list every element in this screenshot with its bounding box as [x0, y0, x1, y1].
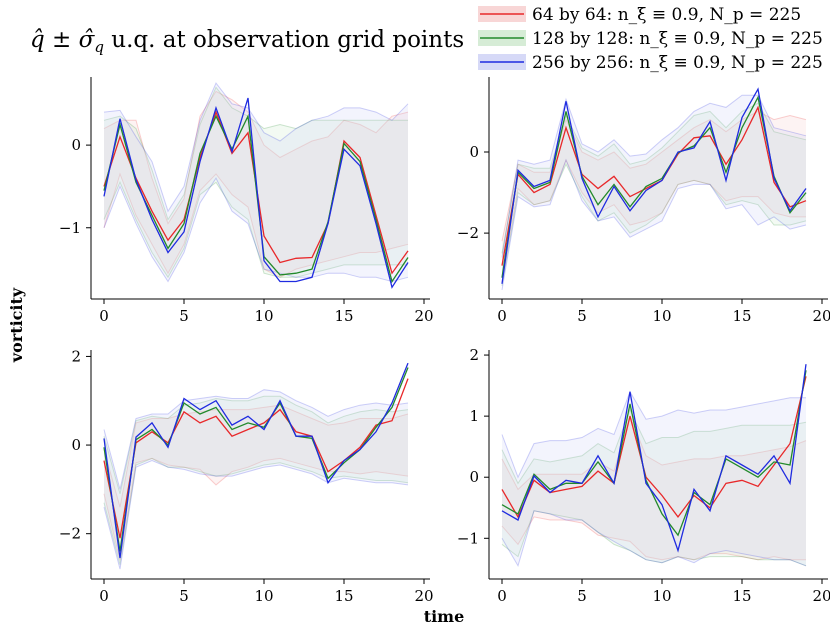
x-tick-label: 5	[577, 307, 587, 325]
x-tick-label: 5	[179, 587, 189, 605]
y-tick-label: −1	[457, 529, 479, 547]
x-tick-label: 20	[414, 587, 433, 605]
y-tick-label: 0	[469, 468, 479, 486]
y-tick-label: 2	[469, 346, 479, 364]
y-tick-label: −2	[59, 525, 81, 543]
y-tick-label: 1	[469, 407, 479, 425]
x-tick-label: 15	[732, 587, 751, 605]
x-axis-label: time	[424, 607, 465, 623]
x-tick-label: 15	[334, 587, 353, 605]
y-tick-label: 0	[469, 143, 479, 161]
x-tick-label: 10	[254, 307, 273, 325]
uq-band-256-by-256	[104, 390, 408, 569]
y-tick-label: −2	[457, 224, 479, 242]
panel-top-left: 0 5 10 15 20 −1 0	[59, 77, 434, 325]
y-tick-label: −1	[59, 219, 81, 237]
x-tick-label: 0	[497, 587, 507, 605]
x-tick-label: 10	[652, 307, 671, 325]
figure: q̂ ± σ̂q u.q. at observation grid points…	[0, 0, 830, 623]
panel-bottom-left: 0 5 10 15 20 −2 0 2	[59, 347, 434, 605]
legend-entry-label: 128 by 128: n_ξ ≡ 0.9, N_p = 225	[532, 29, 823, 49]
x-tick-label: 5	[577, 587, 587, 605]
x-tick-label: 5	[179, 307, 189, 325]
figure-title: q̂ ± σ̂q u.q. at observation grid points	[30, 27, 464, 56]
x-tick-label: 15	[732, 307, 751, 325]
legend-entry-label: 64 by 64: n_ξ ≡ 0.9, N_p = 225	[532, 5, 801, 25]
panel-top-right: 0 5 10 15 20 −2 0	[457, 77, 830, 325]
y-tick-label: 0	[71, 136, 81, 154]
y-axis-label: vorticity	[7, 287, 26, 363]
legend: 64 by 64: n_ξ ≡ 0.9, N_p = 225 128 by 128…	[478, 5, 823, 73]
y-tick-label: 0	[71, 436, 81, 454]
title-sigma: σ̂	[79, 27, 96, 53]
x-tick-label: 20	[812, 307, 830, 325]
x-tick-label: 0	[99, 587, 109, 605]
x-tick-label: 20	[414, 307, 433, 325]
uq-band-256-by-256	[502, 95, 806, 290]
legend-entry-label: 256 by 256: n_ξ ≡ 0.9, N_p = 225	[532, 53, 823, 73]
x-tick-label: 0	[497, 307, 507, 325]
x-tick-label: 10	[652, 587, 671, 605]
x-tick-label: 20	[812, 587, 830, 605]
x-tick-label: 0	[99, 307, 109, 325]
title-qhat: q̂	[30, 27, 45, 53]
x-tick-label: 10	[254, 587, 273, 605]
x-tick-label: 15	[334, 307, 353, 325]
panel-bottom-right: 0 5 10 15 20 −1 0 1 2	[457, 346, 830, 605]
y-tick-label: 2	[71, 347, 81, 365]
